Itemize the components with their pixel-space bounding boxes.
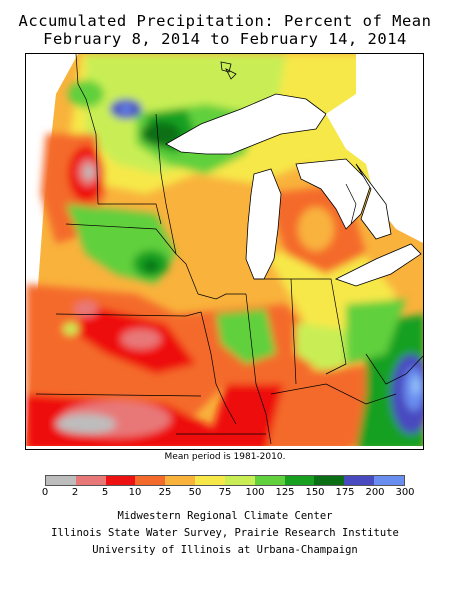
zone-dry-west — [84, 165, 94, 179]
zone-pink-west2 — [74, 301, 98, 317]
zone-dry-south — [56, 414, 116, 434]
lake-superior — [165, 93, 327, 155]
legend-swatch — [46, 476, 76, 485]
zone-near-mi — [298, 207, 334, 251]
legend-tick: 150 — [305, 487, 325, 498]
credit-line-2: Illinois State Water Survey, Prairie Res… — [51, 527, 399, 539]
legend-tick: 0 — [41, 487, 49, 498]
lake-huron — [295, 158, 372, 230]
legend-tick: 5 — [101, 487, 109, 498]
zone-verywet-central — [144, 260, 158, 272]
legend-tick: 125 — [275, 487, 295, 498]
zone-lightblue-north — [120, 105, 132, 113]
legend-swatch — [374, 476, 404, 485]
legend-swatch — [284, 476, 315, 485]
color-legend — [45, 475, 405, 486]
precipitation-map — [25, 53, 424, 450]
legend-swatch — [344, 476, 375, 485]
zone-green-small — [63, 323, 79, 335]
legend-tick-labels: 0 2 5 10 25 50 75 100 125 150 175 200 300 — [41, 487, 415, 501]
legend-swatch — [75, 476, 106, 485]
legend-tick: 175 — [335, 487, 355, 498]
legend-swatch — [254, 476, 285, 485]
legend-tick: 50 — [188, 487, 202, 498]
legend-tick: 10 — [128, 487, 142, 498]
map-subtitle: February 8, 2014 to February 14, 2014 — [43, 30, 407, 48]
zone-pink-midwest — [121, 329, 161, 349]
legend-swatch — [195, 476, 225, 485]
zone-green-northwest — [68, 80, 104, 108]
state-borders — [35, 54, 423, 445]
legend-tick: 2 — [71, 487, 79, 498]
legend-swatch — [105, 476, 136, 485]
zone-above-il — [216, 309, 276, 364]
credit-line-3: University of Illinois at Urbana-Champai… — [92, 544, 358, 556]
map-title: Accumulated Precipitation: Percent of Me… — [18, 12, 432, 30]
legend-swatch — [165, 476, 196, 485]
island-north — [220, 61, 232, 73]
legend-swatch — [314, 476, 345, 485]
lake-erie — [334, 243, 422, 287]
zone-above-east — [346, 299, 406, 364]
lake-ontario-area — [326, 54, 423, 244]
isle-royale — [225, 68, 237, 80]
legend-swatch — [135, 476, 166, 485]
legend-tick: 200 — [365, 487, 385, 498]
legend-swatch — [224, 476, 255, 485]
legend-tick: 25 — [158, 487, 172, 498]
credit-line-1: Midwestern Regional Climate Center — [117, 510, 333, 522]
legend-tick: 100 — [245, 487, 265, 498]
legend-tick: 300 — [395, 487, 415, 498]
zone-skyblue-east — [412, 377, 420, 395]
lake-huron-east — [355, 163, 392, 240]
mean-period-note: Mean period is 1981-2010. — [164, 452, 286, 462]
zone-verywet-north — [141, 122, 181, 146]
legend-tick: 75 — [218, 487, 232, 498]
